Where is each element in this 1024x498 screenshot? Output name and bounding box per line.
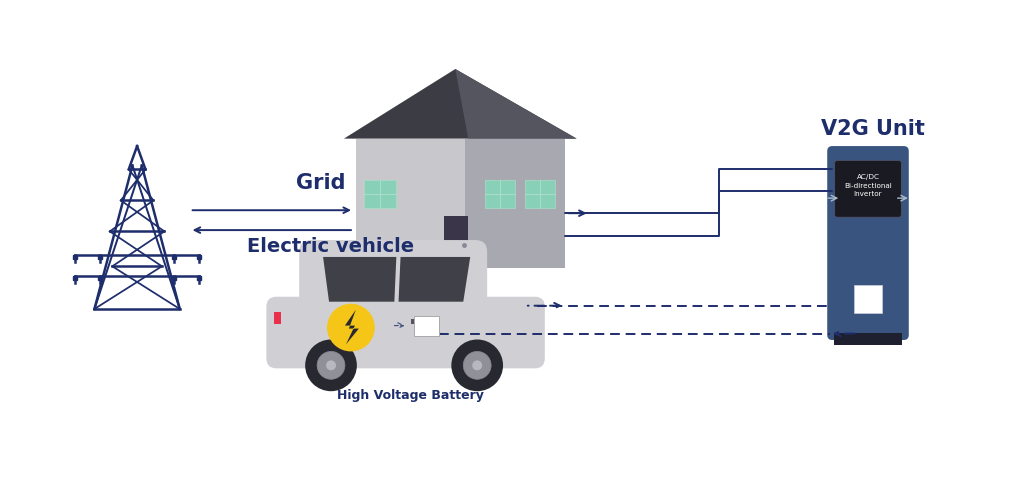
FancyBboxPatch shape xyxy=(266,297,545,369)
Bar xyxy=(274,312,282,324)
Circle shape xyxy=(472,361,482,371)
FancyBboxPatch shape xyxy=(827,146,908,340)
Text: Grid: Grid xyxy=(296,173,346,193)
Text: High Voltage Battery: High Voltage Battery xyxy=(337,389,484,402)
Polygon shape xyxy=(456,69,577,138)
Polygon shape xyxy=(344,69,577,138)
Bar xyxy=(172,276,176,280)
Circle shape xyxy=(452,340,503,391)
Text: AC/DC
Bi-directional
Invertor: AC/DC Bi-directional Invertor xyxy=(844,174,892,197)
Circle shape xyxy=(463,352,492,379)
FancyBboxPatch shape xyxy=(523,311,543,356)
Bar xyxy=(485,180,515,208)
Bar xyxy=(854,285,882,313)
Bar xyxy=(172,255,176,259)
Bar xyxy=(835,333,902,345)
Bar xyxy=(414,316,439,336)
Bar xyxy=(341,319,354,324)
FancyBboxPatch shape xyxy=(299,240,487,322)
Polygon shape xyxy=(465,138,564,268)
Bar xyxy=(364,180,395,208)
Circle shape xyxy=(326,361,336,371)
Text: V2G Unit: V2G Unit xyxy=(821,119,925,138)
Bar xyxy=(444,216,468,268)
Circle shape xyxy=(317,352,345,379)
Bar xyxy=(411,319,424,324)
Polygon shape xyxy=(356,138,465,268)
Bar xyxy=(525,180,555,208)
Polygon shape xyxy=(323,257,470,302)
FancyBboxPatch shape xyxy=(835,160,901,217)
Circle shape xyxy=(305,340,357,391)
Polygon shape xyxy=(345,310,358,345)
Bar xyxy=(198,276,201,280)
Circle shape xyxy=(327,304,375,352)
Bar xyxy=(73,276,77,280)
Bar xyxy=(98,276,101,280)
Bar xyxy=(73,255,77,259)
Text: Electric vehicle: Electric vehicle xyxy=(248,237,415,256)
Bar xyxy=(98,255,101,259)
Bar xyxy=(198,255,201,259)
